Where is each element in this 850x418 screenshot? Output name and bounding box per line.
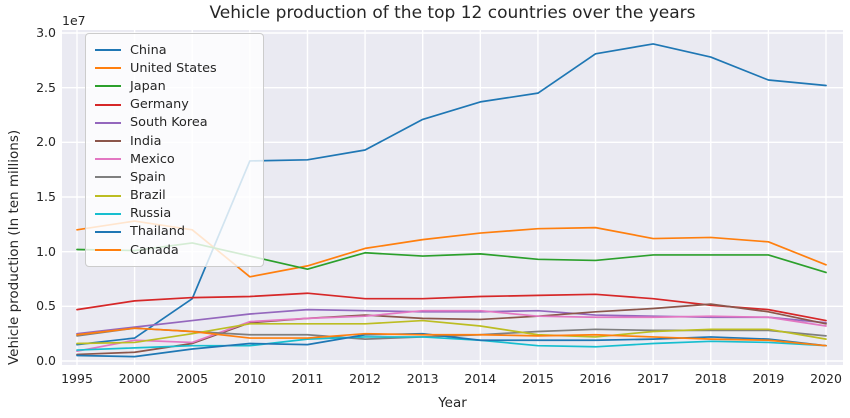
legend-label: Mexico bbox=[130, 151, 175, 167]
x-tick-label: 2016 bbox=[579, 371, 612, 386]
legend-item: Russia bbox=[95, 205, 253, 223]
legend-item: Mexico bbox=[95, 150, 253, 168]
legend-item: China bbox=[95, 41, 253, 59]
y-tick-label: 0.0 bbox=[36, 353, 56, 368]
y-axis-offset-text: 1e7 bbox=[62, 13, 86, 28]
legend-label: China bbox=[130, 42, 167, 58]
y-tick-label: 2.5 bbox=[36, 79, 56, 95]
legend-item: Spain bbox=[95, 168, 253, 186]
x-tick-label: 2019 bbox=[752, 371, 785, 386]
legend-item: Thailand bbox=[95, 223, 253, 241]
y-axis-tick-labels: 0.0 0.5 1.0 1.5 2.0 2.5 3.0 bbox=[0, 26, 56, 368]
legend-label: Brazil bbox=[130, 188, 166, 204]
legend-label: Thailand bbox=[130, 224, 185, 240]
x-tick-label: 2011 bbox=[291, 371, 324, 386]
legend-item: Germany bbox=[95, 96, 253, 114]
y-tick-label: 3.0 bbox=[36, 25, 56, 41]
legend-item: India bbox=[95, 132, 253, 150]
x-axis-label: Year bbox=[438, 395, 467, 411]
legend-item: South Korea bbox=[95, 114, 253, 132]
legend-label: Canada bbox=[130, 242, 179, 258]
legend-label: Japan bbox=[130, 78, 166, 94]
legend-item: United States bbox=[95, 59, 253, 77]
legend-label: Russia bbox=[130, 206, 172, 222]
x-tick-label: 2010 bbox=[233, 371, 266, 386]
series-line-canada bbox=[76, 327, 827, 347]
x-tick-label: 2020 bbox=[810, 371, 842, 386]
legend-line-swatch bbox=[95, 140, 121, 143]
legend-line-swatch bbox=[95, 85, 121, 88]
series-line-india bbox=[76, 303, 827, 356]
legend-line-swatch bbox=[95, 121, 121, 124]
x-tick-label: 1995 bbox=[61, 371, 93, 386]
series-line-russia bbox=[76, 336, 827, 351]
legend-label: India bbox=[130, 133, 162, 149]
legend-label: South Korea bbox=[130, 115, 208, 131]
legend-label: United States bbox=[130, 60, 217, 76]
x-tick-label: 2012 bbox=[349, 371, 381, 386]
y-tick-label: 2.0 bbox=[36, 134, 56, 150]
legend-item: Brazil bbox=[95, 187, 253, 205]
legend-label: Germany bbox=[130, 97, 189, 113]
x-tick-label: 2015 bbox=[522, 371, 554, 386]
legend-line-swatch bbox=[95, 176, 121, 179]
x-tick-label: 2014 bbox=[464, 371, 497, 386]
plot-area: China United States Japan Germany South Kore… bbox=[62, 30, 843, 365]
legend-line-swatch bbox=[95, 103, 121, 106]
x-tick-label: 2005 bbox=[176, 371, 209, 386]
series-line-mexico bbox=[76, 309, 827, 353]
y-tick-label: 0.5 bbox=[36, 298, 56, 314]
x-tick-label: 2017 bbox=[637, 371, 670, 386]
x-tick-label: 2018 bbox=[694, 371, 727, 386]
y-tick-label: 1.5 bbox=[36, 189, 56, 204]
legend-line-swatch bbox=[95, 212, 121, 215]
legend-line-swatch bbox=[95, 158, 121, 161]
x-axis-tick-labels: 1995 2000 2005 2010 2011 2012 2013 2014 2015 2016… bbox=[61, 371, 843, 387]
legend-line-swatch bbox=[95, 249, 121, 252]
legend-item: Canada bbox=[95, 241, 253, 259]
x-tick-label: 2000 bbox=[118, 371, 151, 386]
legend-item: Japan bbox=[95, 77, 253, 95]
legend-line-swatch bbox=[95, 230, 121, 233]
y-tick-label: 1.0 bbox=[36, 243, 56, 259]
legend-line-swatch bbox=[95, 49, 121, 52]
chart-title: Vehicle production of the top 12 countri… bbox=[209, 3, 696, 23]
legend-line-swatch bbox=[95, 194, 121, 197]
legend-label: Spain bbox=[130, 169, 166, 185]
legend-line-swatch bbox=[95, 67, 121, 70]
legend: China United States Japan Germany South Kore… bbox=[85, 33, 264, 268]
series-line-thailand bbox=[76, 332, 827, 358]
series-line-china bbox=[76, 43, 827, 346]
x-tick-label: 2013 bbox=[406, 371, 439, 386]
